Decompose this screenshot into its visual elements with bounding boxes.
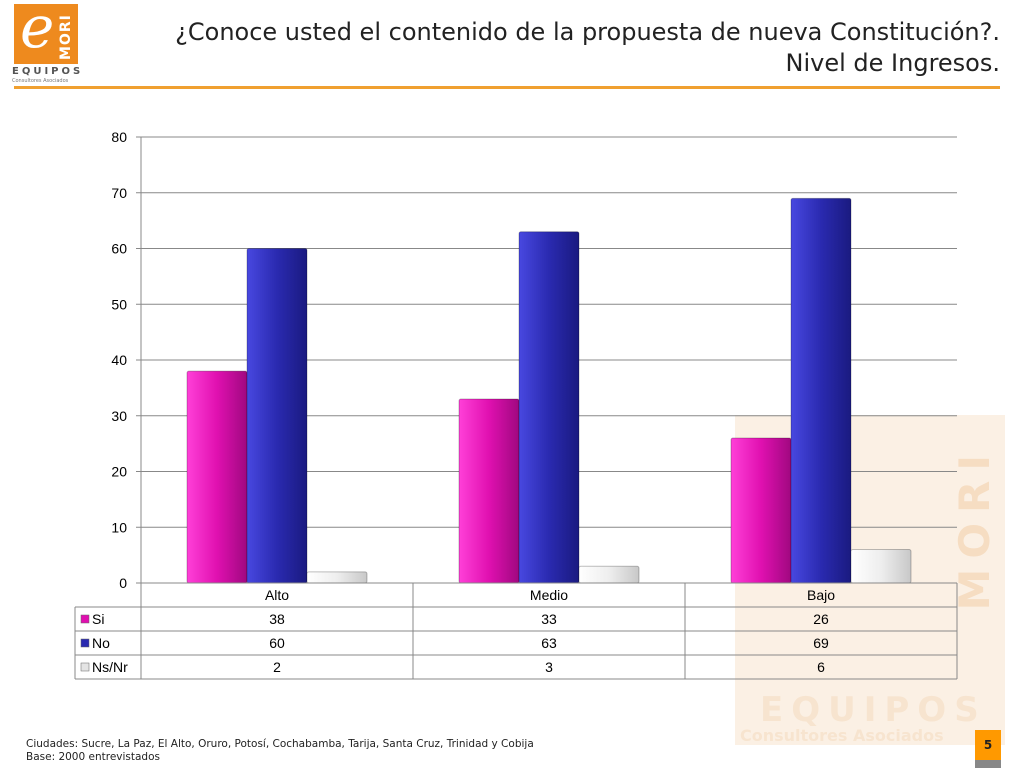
footer-notes: Ciudades: Sucre, La Paz, El Alto, Oruro,… [26,738,534,764]
legend-label: Si [92,611,104,627]
title-line-2: Nivel de Ingresos. [785,49,1000,77]
y-tick-label: 10 [111,519,127,535]
bar-si-bajo [730,437,792,584]
legend-label: Ns/Nr [92,659,128,675]
page-title: ¿Conoce usted el contenido de la propues… [120,17,1000,79]
y-tick-label: 40 [111,352,127,368]
page-number: 5 [975,730,1001,760]
title-divider [14,86,1000,89]
legend-swatch-ns-nr [80,662,90,672]
logo-box [14,4,78,64]
bar-si-medio [458,398,520,584]
legend-swatch-no [80,638,90,648]
bar-si-alto [186,370,248,584]
y-tick-label: 50 [111,296,127,312]
logo-subtitle: Consultores Asociados [12,78,69,84]
watermark-subtitle: Consultores Asociados [740,726,944,745]
category-label: Medio [530,587,568,603]
data-label: 33 [541,611,557,627]
footer-base: Base: 2000 entrevistados [26,751,160,763]
logo-letter: e [20,0,55,61]
company-logo: e MORI EQUIPOS Consultores Asociados [10,0,84,86]
data-label: 2 [273,659,281,675]
y-tick-label: 70 [111,185,127,201]
bar-ns-nr-alto [306,571,368,584]
y-tick-label: 30 [111,408,127,424]
data-label: 63 [541,635,557,651]
footer-cities: Ciudades: Sucre, La Paz, El Alto, Oruro,… [26,738,534,750]
category-label: Alto [265,587,289,603]
title-line-1: ¿Conoce usted el contenido de la propues… [175,18,1000,46]
legend-label: No [92,635,110,651]
bar-ns-nr-bajo [850,549,912,584]
data-label: 26 [813,611,829,627]
y-tick-label: 60 [111,241,127,257]
legend-swatch-si [80,614,90,624]
bar-no-medio [518,231,580,584]
page-number-bar [975,760,1001,768]
category-label: Bajo [807,587,835,603]
data-label: 6 [817,659,825,675]
bar-no-bajo [790,197,852,584]
data-label: 3 [545,659,553,675]
data-label: 38 [269,611,285,627]
y-tick-label: 80 [111,129,127,145]
y-tick-label: 20 [111,464,127,480]
data-label: 60 [269,635,285,651]
bar-ns-nr-medio [578,565,640,584]
bar-no-alto [246,248,308,584]
watermark-equipos: EQUIPOS [760,690,987,730]
y-tick-label: 0 [119,575,127,591]
data-label: 69 [813,635,829,651]
logo-name: EQUIPOS [12,66,84,77]
